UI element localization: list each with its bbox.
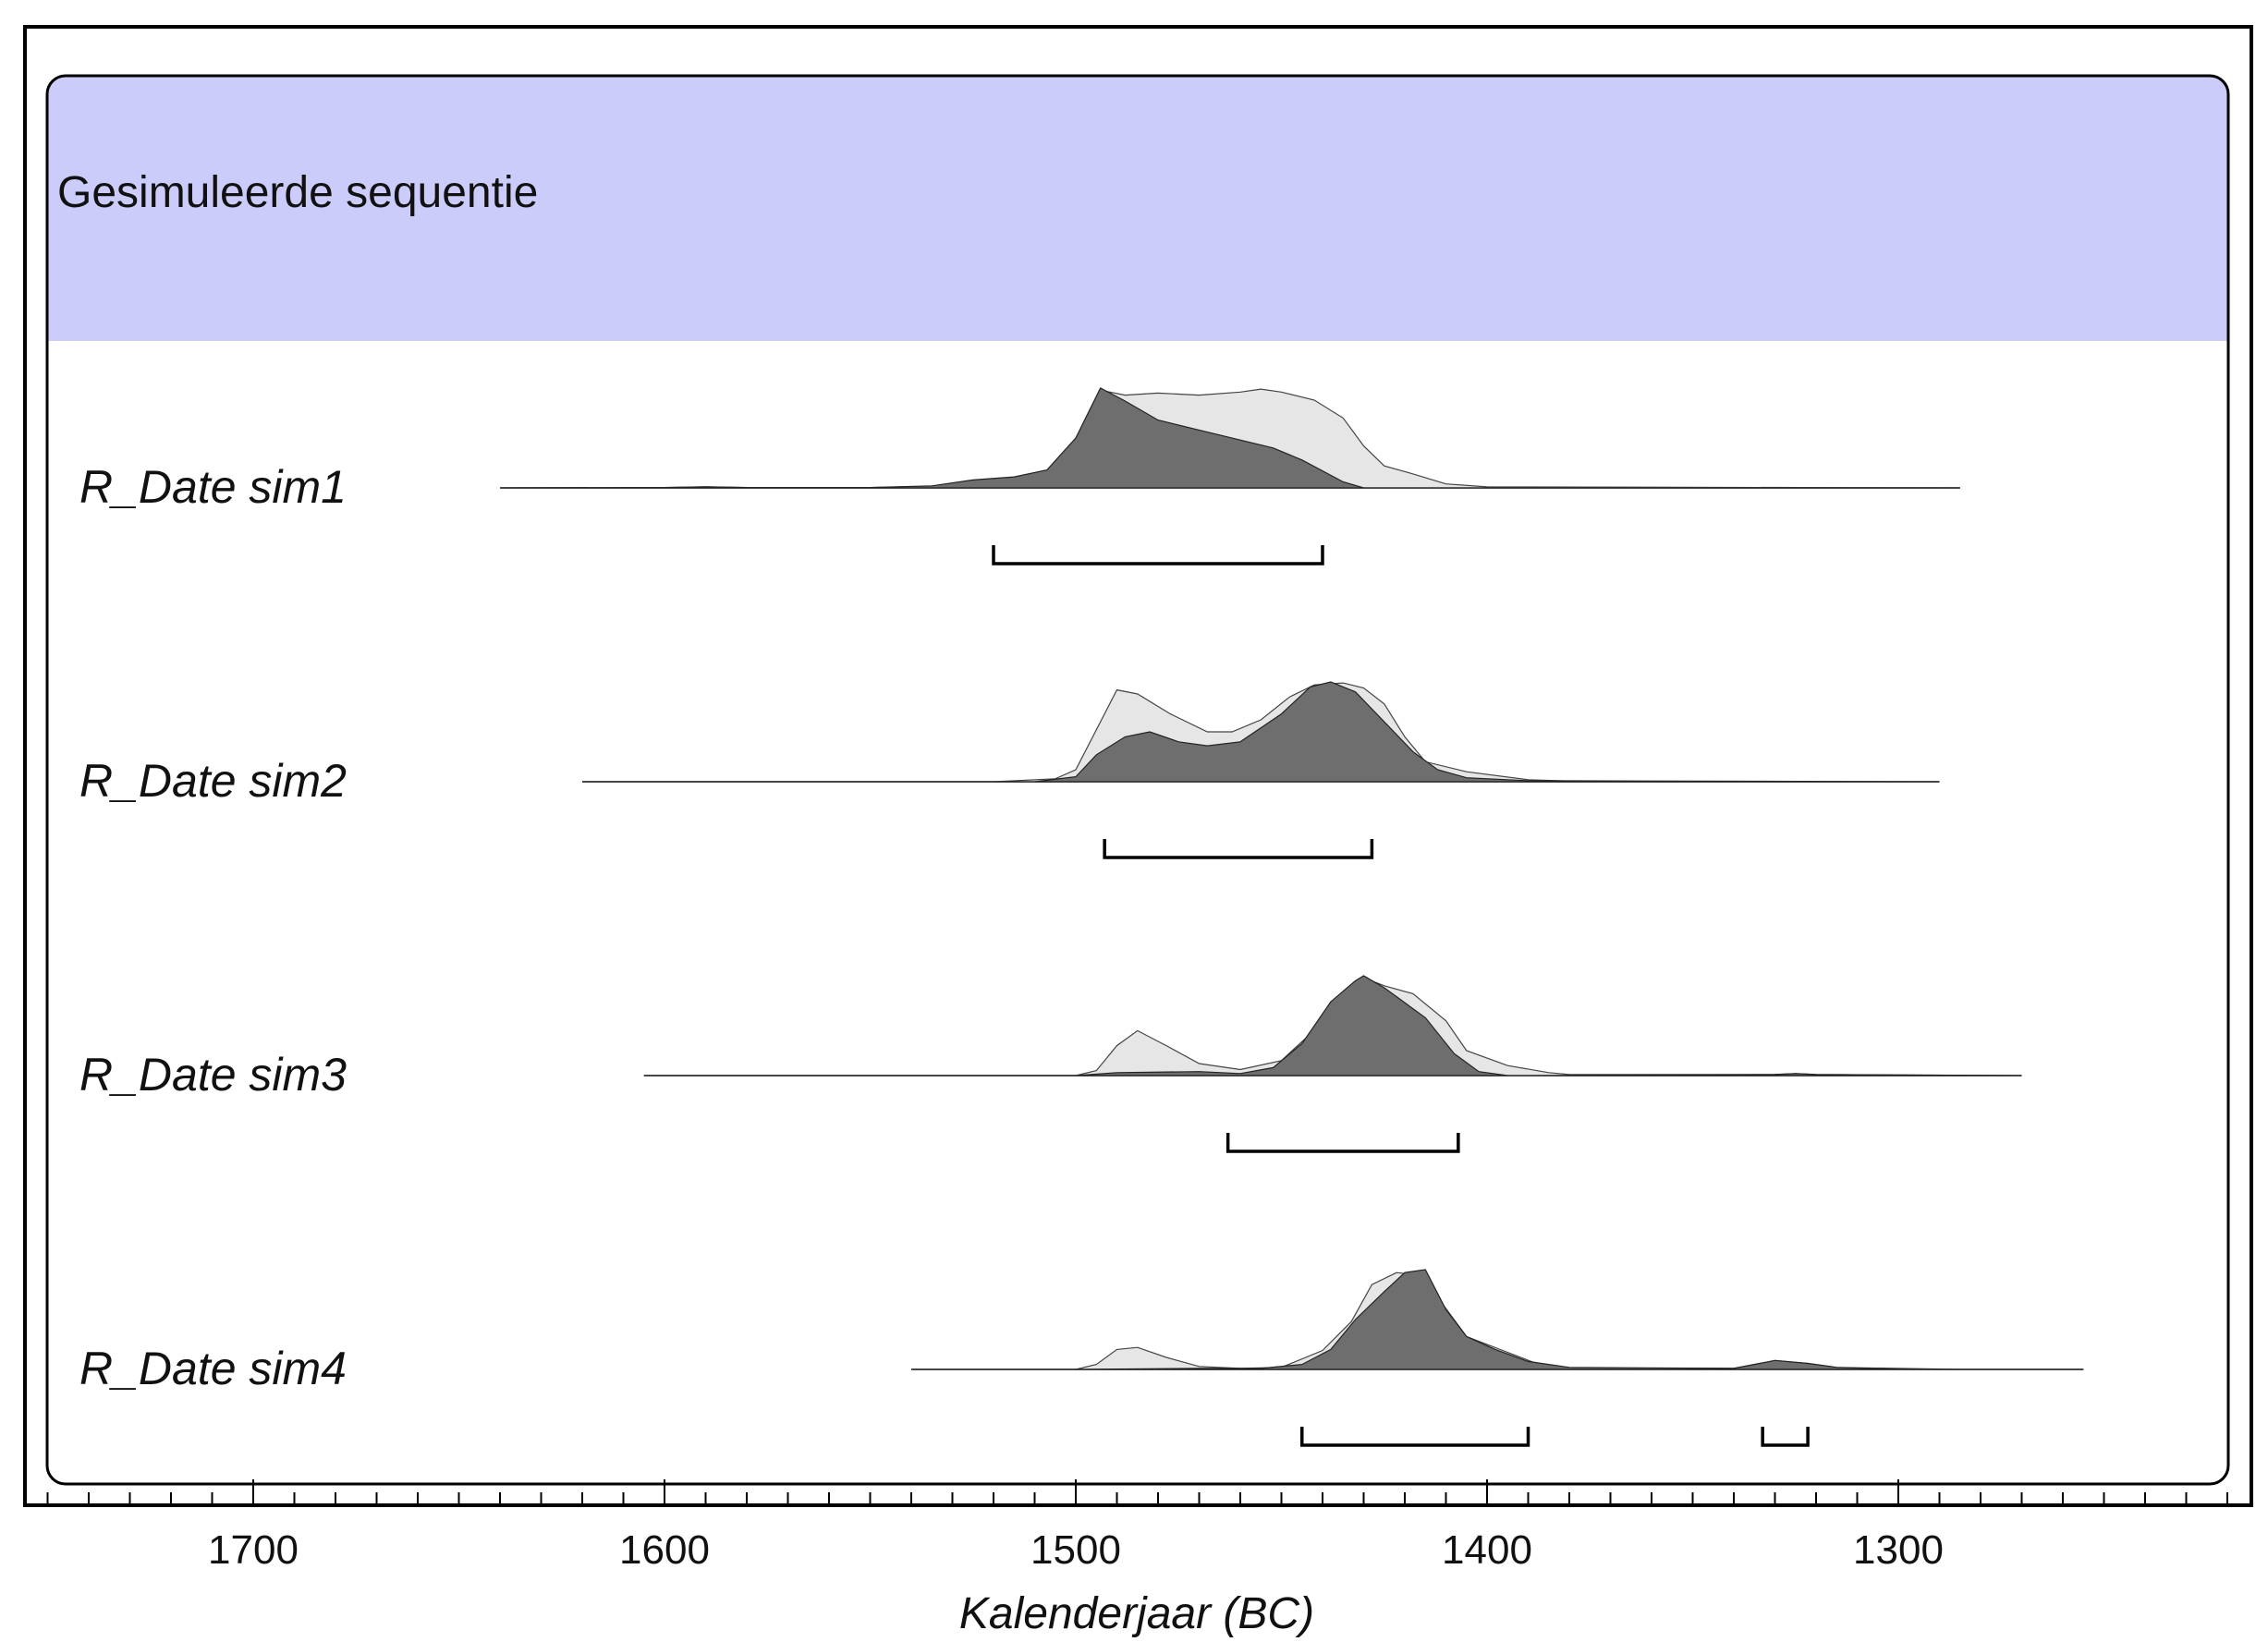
- x-tick-label: 1500: [1030, 1527, 1121, 1573]
- series-label: R_Date sim3: [79, 1049, 347, 1101]
- posterior-distribution: [911, 1269, 2084, 1370]
- posterior-distribution: [643, 975, 2022, 1076]
- series-row: R_Date sim2: [79, 681, 1940, 859]
- x-axis-title: Kalenderjaar (BC): [959, 1589, 1314, 1638]
- posterior-distribution: [582, 681, 1940, 783]
- x-axis: 1700 1600 1500 1400 1300: [46, 1479, 2228, 1573]
- series-label: R_Date sim4: [79, 1343, 347, 1394]
- hpd-range-bracket: [1225, 1133, 1460, 1153]
- group-title: Gesimuleerde sequentie: [57, 168, 538, 217]
- x-tick-label: 1600: [619, 1527, 710, 1573]
- rows: R_Date sim1 R_Date sim2 R_Date sim3 R_Date …: [79, 387, 2084, 1447]
- x-tick-label: 1300: [1853, 1527, 1944, 1573]
- series-row: R_Date sim4: [79, 1269, 2084, 1447]
- group-box: [45, 74, 2230, 1486]
- x-tick-label: 1400: [1442, 1527, 1532, 1573]
- hpd-range-bracket: [1761, 1427, 1810, 1447]
- x-tick-label: 1700: [208, 1527, 299, 1573]
- posterior-distribution: [499, 387, 1960, 489]
- series-row: R_Date sim3: [79, 975, 2022, 1153]
- hpd-range-bracket: [992, 545, 1324, 566]
- group-band: [47, 76, 2228, 341]
- series-row: R_Date sim1: [79, 387, 1960, 566]
- series-label: R_Date sim2: [79, 755, 347, 807]
- series-label: R_Date sim1: [79, 461, 347, 513]
- hpd-range-bracket: [1103, 839, 1374, 859]
- hpd-range-bracket: [1300, 1427, 1530, 1447]
